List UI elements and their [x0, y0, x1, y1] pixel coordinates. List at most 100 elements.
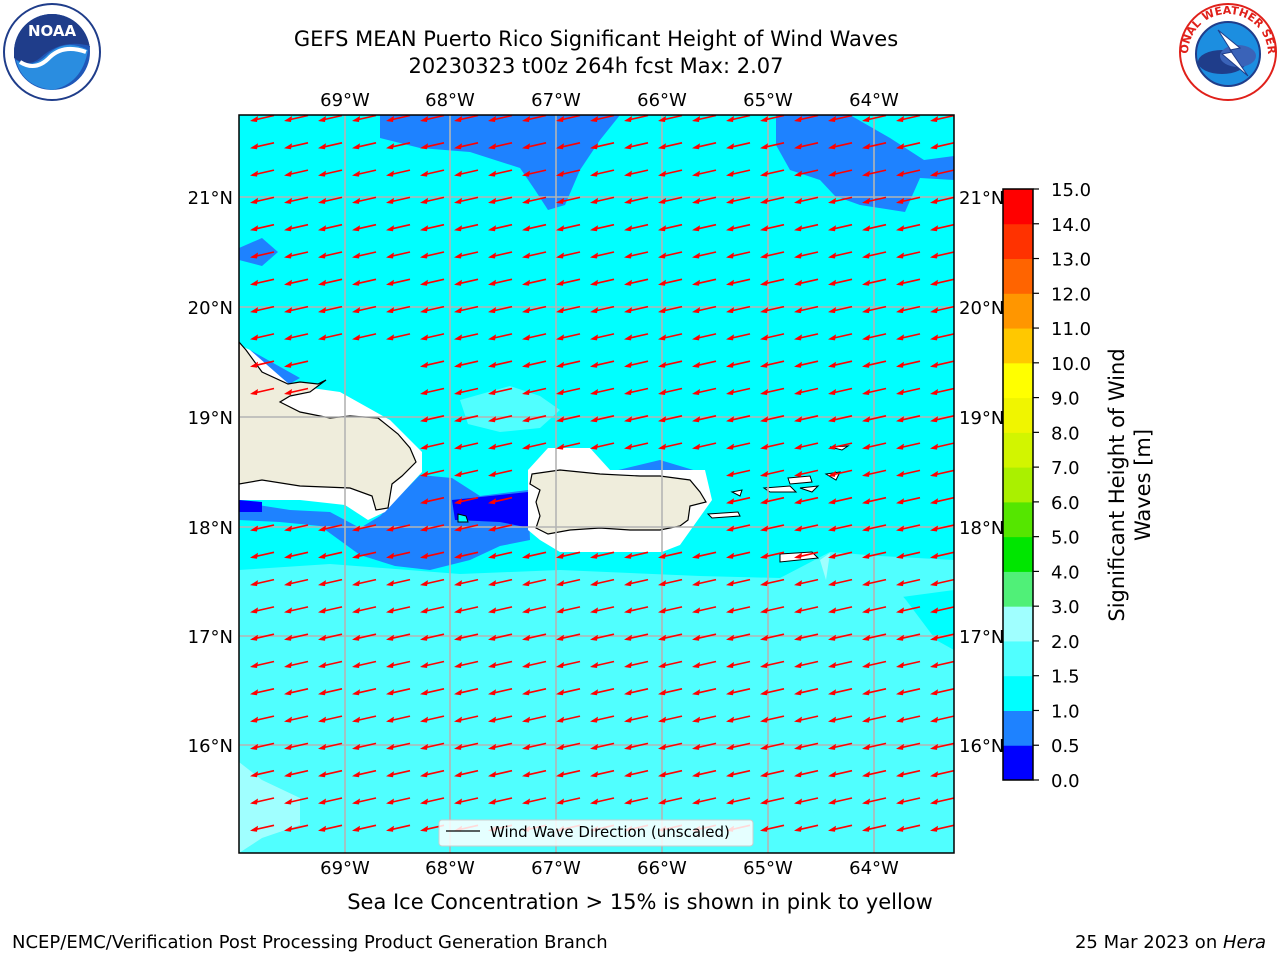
colorbar-tick-label: 8.0 — [1051, 423, 1080, 444]
wind-wave-arrow — [896, 142, 921, 150]
wind-wave-arrow — [420, 115, 445, 122]
wind-wave-arrow — [896, 769, 921, 778]
wind-wave-arrow — [930, 251, 954, 259]
wind-wave-arrow — [250, 688, 275, 696]
wind-wave-arrow — [760, 688, 785, 696]
wind-wave-arrow — [556, 415, 581, 423]
wind-wave-arrow — [250, 715, 275, 723]
wind-wave-arrow — [488, 688, 513, 696]
wind-wave-arrow — [726, 606, 751, 614]
wind-wave-arrow — [488, 196, 513, 204]
wind-wave-arrow — [454, 169, 479, 177]
wind-wave-arrow — [862, 742, 887, 750]
wind-wave-arrow — [760, 333, 785, 341]
wind-wave-arrow — [590, 578, 615, 587]
wind-wave-arrow — [250, 169, 275, 177]
sea-fill-2-3 — [800, 555, 954, 853]
colorbar-tick-label: 12.0 — [1051, 284, 1091, 305]
wind-wave-arrow — [522, 688, 547, 696]
wind-wave-arrow — [318, 169, 343, 177]
wind-wave-arrow — [556, 196, 581, 204]
wind-wave-arrow — [726, 415, 751, 423]
wind-wave-arrow — [352, 742, 377, 750]
wind-wave-arrow — [488, 115, 513, 122]
wind-wave-arrow — [352, 578, 377, 587]
wind-wave-arrow — [930, 142, 954, 150]
wind-wave-arrow — [896, 496, 921, 505]
lat-label: 17°N — [188, 627, 233, 648]
footer-branch: NCEP/EMC/Verification Post Processing Pr… — [12, 932, 608, 953]
wind-wave-arrow — [284, 606, 309, 614]
wind-wave-arrow — [760, 524, 785, 532]
wind-wave-arrow — [794, 769, 819, 778]
wind-wave-arrow — [828, 196, 853, 204]
wind-wave-arrow — [318, 715, 343, 723]
wind-wave-arrow — [556, 551, 581, 559]
wind-wave-arrow — [420, 688, 445, 696]
wind-wave-arrow — [284, 387, 309, 395]
wind-wave-arrow — [454, 142, 479, 150]
wind-wave-arrow — [828, 278, 853, 286]
wind-wave-arrow — [726, 387, 751, 395]
wind-wave-arrow — [624, 142, 649, 150]
wind-wave-arrow — [658, 387, 683, 395]
wind-wave-arrow — [250, 196, 275, 204]
wind-wave-arrow — [386, 305, 411, 314]
wind-wave-arrow — [522, 442, 547, 450]
wind-wave-arrow — [862, 660, 887, 668]
colorbar-band — [1003, 536, 1033, 572]
colorbar-band — [1003, 362, 1033, 399]
wind-wave-arrow — [454, 742, 479, 750]
wind-wave-arrow — [318, 606, 343, 614]
wind-wave-arrow — [896, 688, 921, 696]
wind-wave-arrow — [420, 578, 445, 587]
wind-wave-arrow — [930, 824, 954, 832]
wind-wave-arrow — [794, 360, 819, 368]
colorbar-band — [1003, 432, 1033, 468]
wind-wave-arrow — [930, 578, 954, 587]
wind-wave-arrow — [726, 469, 751, 477]
wind-wave-arrow — [930, 688, 954, 696]
wind-wave-arrow — [896, 387, 921, 395]
wind-wave-arrow — [454, 442, 479, 450]
wind-wave-arrow — [692, 169, 717, 177]
wind-wave-arrow — [726, 278, 751, 286]
wind-wave-arrow — [454, 360, 479, 368]
wind-wave-arrow — [862, 360, 887, 368]
wind-wave-arrow — [794, 660, 819, 668]
wind-wave-arrow — [692, 223, 717, 232]
wind-wave-arrow — [828, 333, 853, 341]
wind-wave-arrow — [862, 496, 887, 505]
colorbar-band — [1003, 745, 1033, 781]
wind-wave-arrow — [828, 578, 853, 587]
wind-wave-arrow — [658, 115, 683, 122]
chart-subtitle: 20230323 t00z 264h fcst Max: 2.07 — [408, 54, 784, 78]
colorbar-band — [1003, 328, 1033, 364]
wind-wave-arrow — [352, 223, 377, 232]
colorbar-band — [1003, 223, 1033, 260]
wind-wave-arrow — [590, 387, 615, 395]
wind-wave-arrow — [420, 551, 445, 559]
wind-wave-arrow — [658, 251, 683, 259]
wind-wave-arrow — [420, 797, 445, 805]
wind-wave-arrow — [454, 688, 479, 696]
wind-wave-arrow — [522, 660, 547, 668]
lon-label: 65°W — [743, 858, 793, 879]
footer-date: 25 Mar 2023 on Hera — [1075, 932, 1266, 953]
wind-wave-arrow — [726, 142, 751, 150]
wind-wave-arrow — [726, 769, 751, 778]
wind-wave-arrow — [930, 333, 954, 341]
wind-wave-arrow — [794, 688, 819, 696]
wind-wave-arrow — [624, 196, 649, 204]
wind-wave-arrow — [352, 142, 377, 150]
wind-wave-arrow — [420, 769, 445, 778]
colorbar-band — [1003, 467, 1033, 503]
wind-wave-arrow — [692, 742, 717, 750]
wind-wave-arrow — [760, 196, 785, 204]
lat-label: 17°N — [959, 627, 1004, 648]
wind-wave-arrow — [794, 551, 819, 559]
wind-wave-arrow — [420, 360, 445, 368]
wind-wave-arrow — [250, 606, 275, 614]
lat-label: 16°N — [959, 736, 1004, 757]
wind-wave-arrow — [250, 551, 275, 559]
